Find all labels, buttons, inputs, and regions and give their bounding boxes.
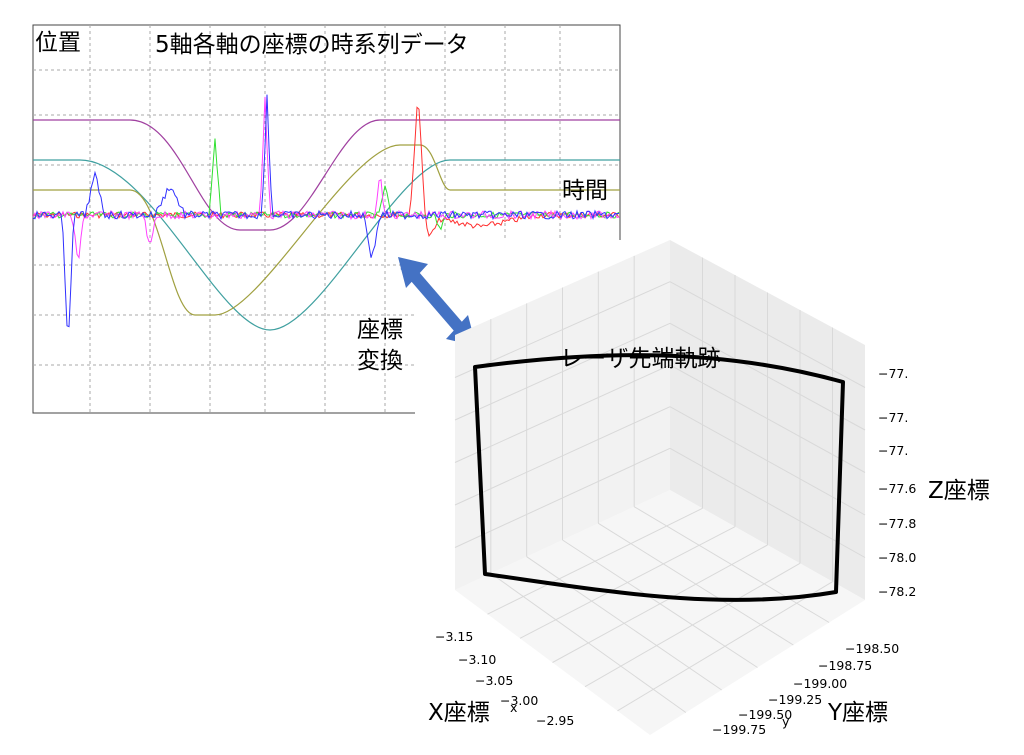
y-tick-label: −198.50: [845, 641, 899, 656]
axis-curve: [33, 144, 620, 316]
transform-label: 座標: [357, 317, 403, 343]
y-label: 位置: [35, 30, 81, 56]
x-tick-label: −3.15: [435, 629, 473, 644]
plot-3d: レーザ先端軌跡 Z座標 X座標 Y座標 x y: [428, 240, 990, 735]
y-tick-label: −199.00: [793, 676, 847, 691]
z-tick-label: −77.: [878, 443, 908, 458]
transform-label: 変換: [357, 348, 403, 374]
trajectory: [473, 353, 845, 602]
z-tick-label: −78.0: [878, 550, 916, 565]
arrow-head: [398, 257, 428, 288]
z-tick-label: −77.: [878, 410, 908, 425]
title: 5軸各軸の座標の時系列データ: [155, 32, 469, 58]
x-label: 時間: [562, 178, 608, 204]
title: レーザ先端軌跡: [560, 346, 721, 372]
grid: [454, 255, 866, 713]
noisy-signals: [32, 94, 620, 328]
grid-line: [490, 572, 687, 713]
y-tick-label: −198.75: [818, 658, 872, 673]
time-series-plot: 位置 5軸各軸の座標の時系列データ 時間: [32, 24, 621, 414]
floor-pane: [455, 490, 865, 735]
z-tick-label: −77.: [878, 366, 908, 381]
x-tick-label: −3.10: [458, 652, 496, 667]
z-tick-label: −77.8: [878, 516, 916, 531]
y-tick-label: −199.75: [712, 722, 766, 737]
signal: [32, 94, 620, 328]
x-label: X座標: [428, 700, 490, 726]
y-label: Y座標: [827, 700, 888, 726]
z-tick-label: −78.2: [878, 584, 916, 599]
y-tick-label: −199.50: [738, 707, 792, 722]
axis-curve: [33, 119, 620, 231]
x-tick-label: −3.00: [500, 693, 538, 708]
axis-curve: [33, 159, 620, 331]
x-tick-label: −3.05: [475, 673, 513, 688]
x-tick-label: −2.95: [536, 713, 574, 728]
z-label: Z座標: [928, 478, 990, 504]
y-tick-label: −199.25: [768, 692, 822, 707]
y-axis-letter: y: [782, 714, 790, 729]
x-axis-letter: x: [510, 700, 517, 715]
z-tick-label: −77.6: [878, 481, 916, 496]
